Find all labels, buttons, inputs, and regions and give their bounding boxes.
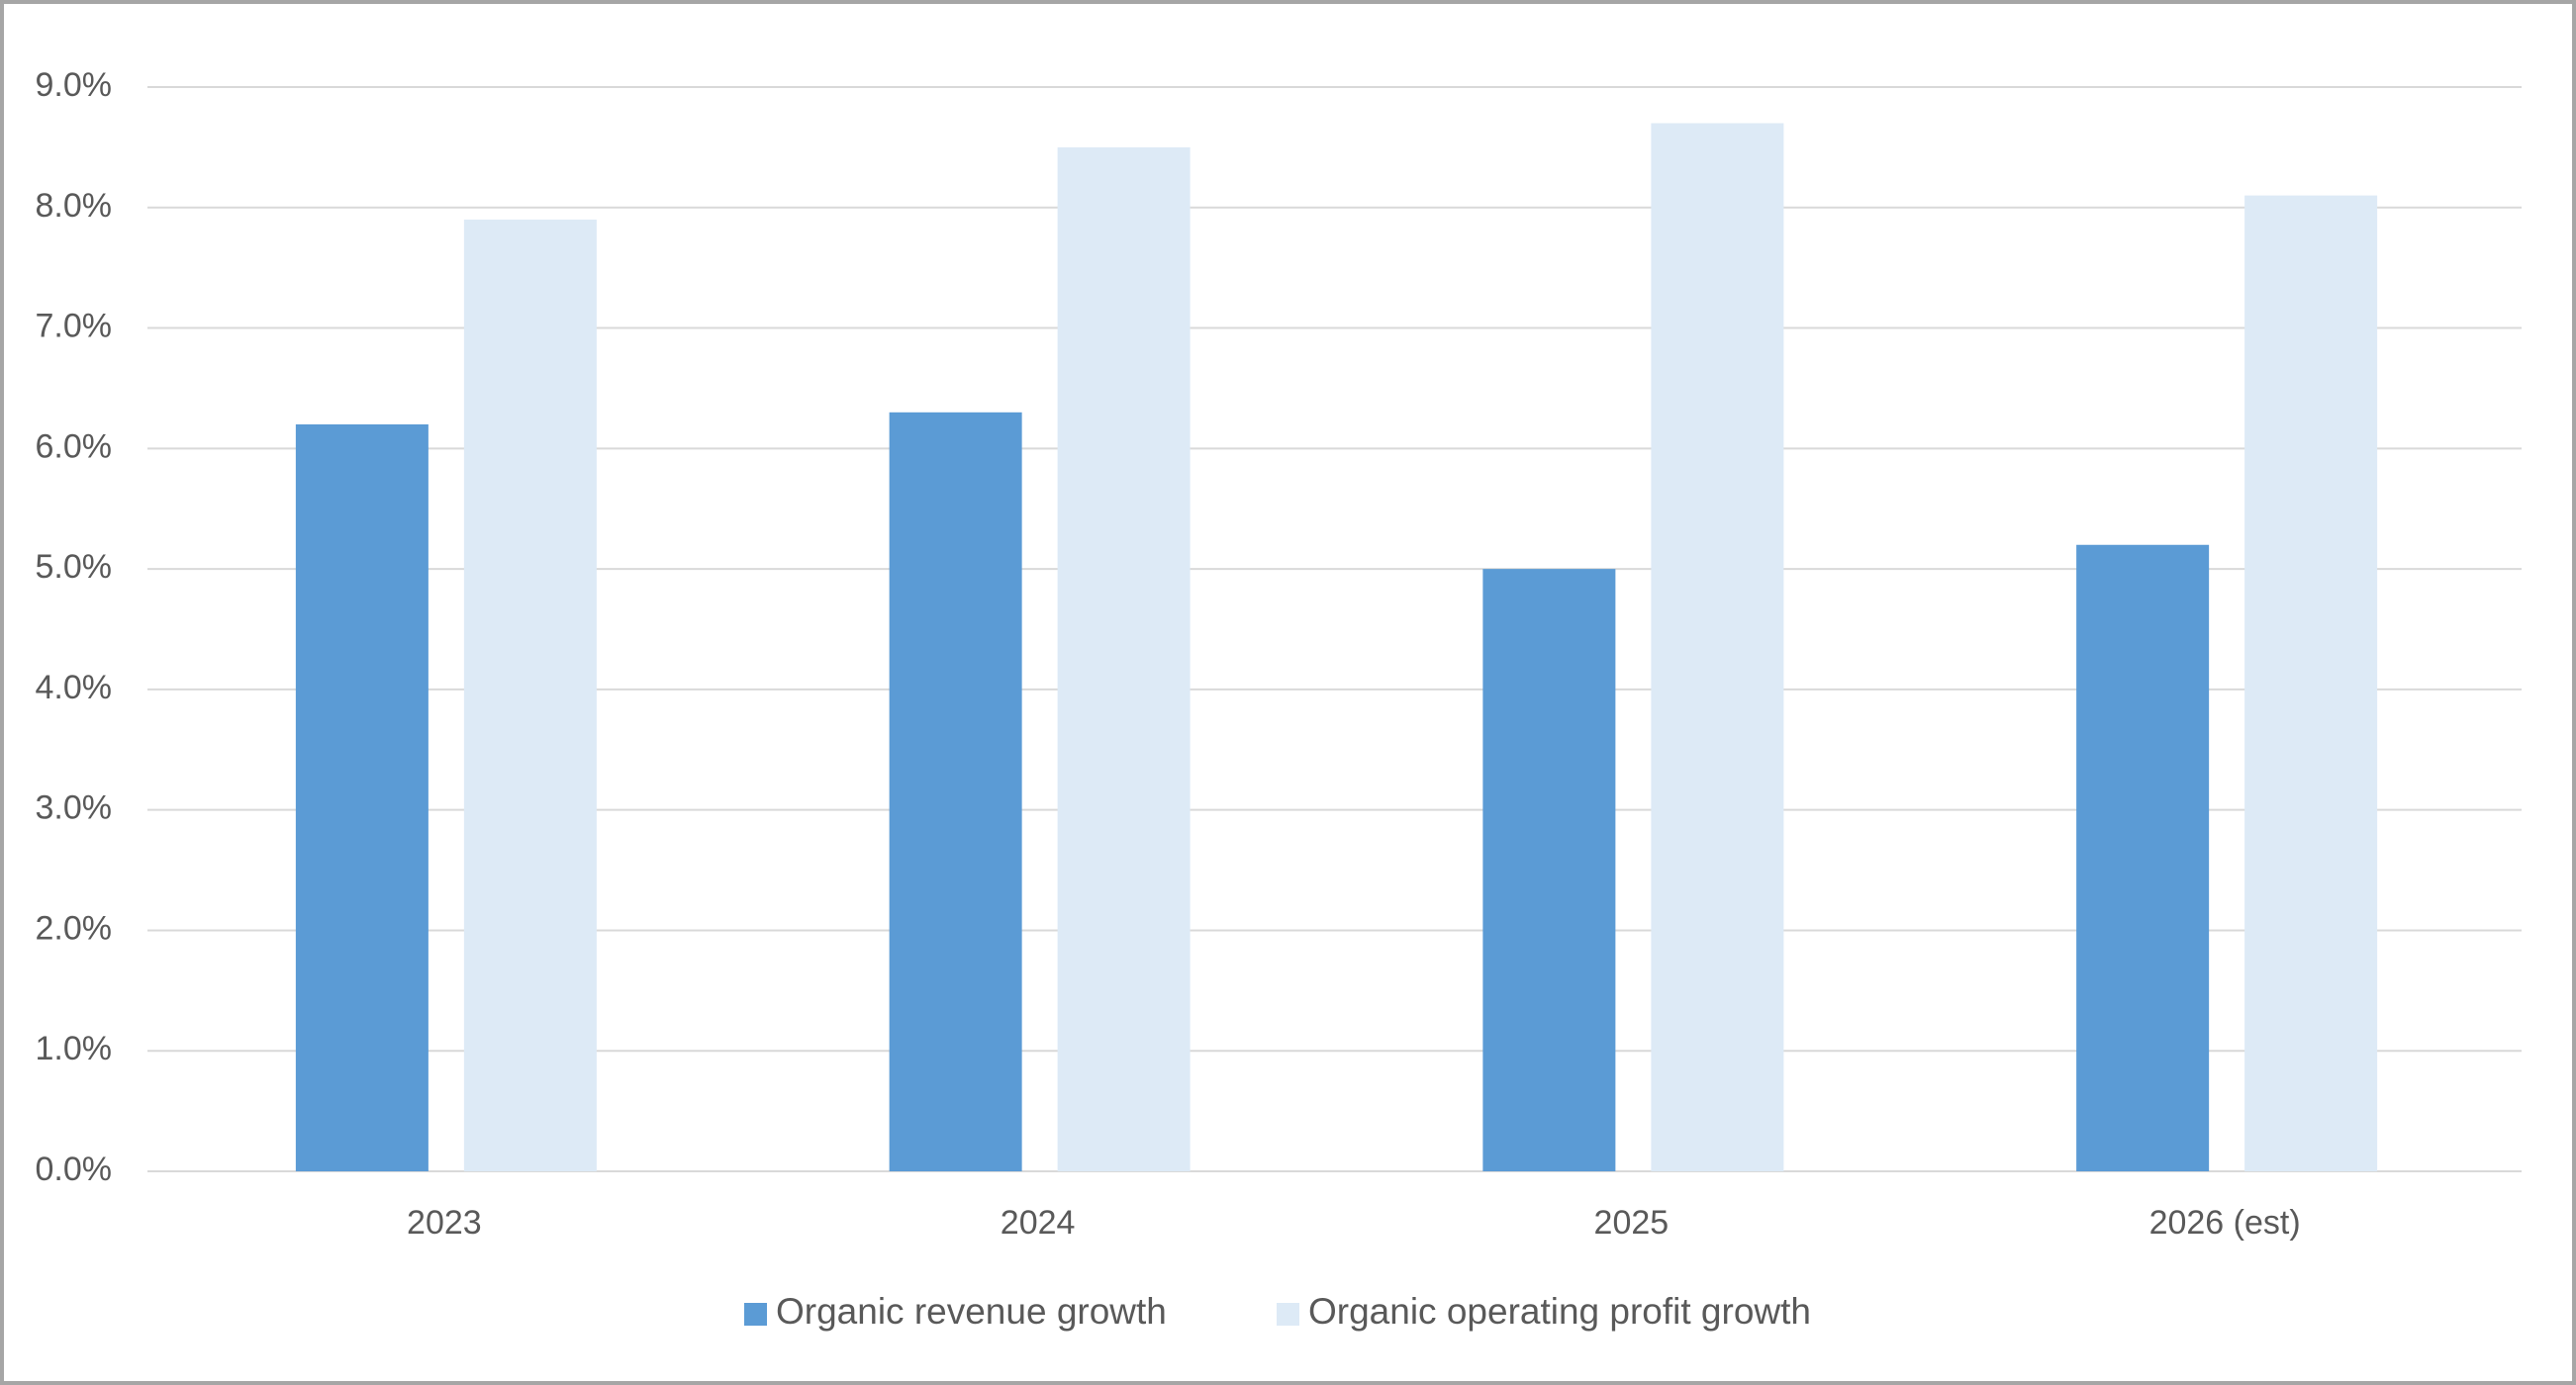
bar	[2076, 544, 2210, 1171]
legend-label: Organic revenue growth	[776, 1291, 1167, 1332]
bar	[295, 423, 429, 1171]
bar	[1482, 569, 1616, 1171]
y-tick-label: 4.0%	[36, 669, 113, 706]
y-tick-label: 0.0%	[36, 1151, 113, 1188]
x-tick-label: 2026 (est)	[2149, 1204, 2301, 1242]
y-tick-label: 3.0%	[36, 789, 113, 827]
legend-swatch	[1277, 1303, 1299, 1326]
x-tick-label: 2023	[407, 1204, 482, 1242]
y-tick-label: 5.0%	[36, 548, 113, 586]
y-tick-label: 7.0%	[36, 308, 113, 345]
bar	[463, 219, 597, 1171]
y-tick-label: 1.0%	[36, 1030, 113, 1067]
y-tick-label: 9.0%	[36, 66, 113, 104]
legend-swatch	[744, 1303, 767, 1326]
x-tick-label: 2025	[1594, 1204, 1670, 1242]
y-tick-label: 6.0%	[36, 427, 113, 465]
legend-label: Organic operating profit growth	[1308, 1291, 1811, 1332]
bar	[889, 412, 1022, 1171]
bar	[2244, 195, 2378, 1172]
bar	[1057, 146, 1191, 1171]
y-tick-label: 8.0%	[36, 187, 113, 225]
bar	[1651, 123, 1784, 1172]
y-tick-label: 2.0%	[36, 909, 113, 947]
x-tick-label: 2024	[1001, 1204, 1076, 1242]
